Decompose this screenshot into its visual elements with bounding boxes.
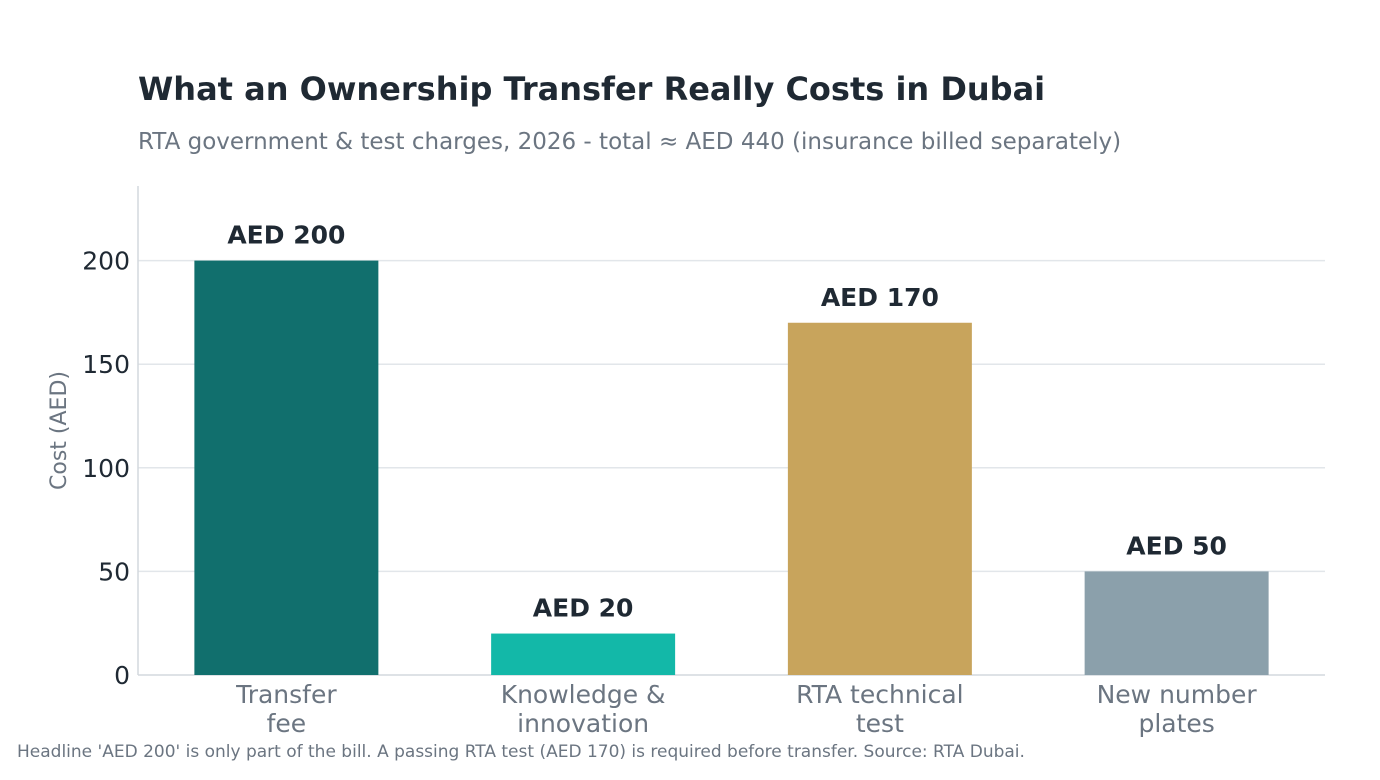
x-tick-label: Knowledge & innovation (501, 680, 666, 738)
x-tick-label-line: Transfer (235, 680, 337, 709)
y-tick-label: 150 (82, 350, 130, 379)
y-tick-label: 100 (82, 454, 130, 483)
data-label: AED 200 (227, 221, 345, 250)
tick-labels: 0 50 100 150 200 Transfer fee Knowledge & innova… (82, 247, 1257, 738)
y-tick-label: 50 (98, 557, 130, 586)
y-tick-label: 0 (114, 661, 130, 690)
chart-subtitle: RTA government & test charges, 2026 - to… (138, 129, 1122, 155)
bars (194, 260, 1269, 675)
x-tick-label: Transfer fee (235, 680, 337, 738)
x-tick-label-line: Knowledge & (501, 680, 666, 709)
x-tick-label-line: test (856, 709, 904, 738)
data-labels: AED 200 AED 20 AED 170 AED 50 (227, 221, 1227, 623)
y-axis-label: Cost (AED) (47, 371, 72, 490)
bar (194, 260, 379, 675)
bar (491, 633, 676, 675)
x-tick-label-line: innovation (517, 709, 649, 738)
data-label: AED 50 (1126, 531, 1227, 560)
bar (1084, 571, 1269, 675)
chart-title: What an Ownership Transfer Really Costs … (138, 70, 1046, 108)
y-tick-label: 200 (82, 247, 130, 276)
chart-footnote: Headline 'AED 200' is only part of the b… (17, 742, 1025, 762)
x-tick-label-line: plates (1138, 709, 1214, 738)
x-tick-label-line: fee (267, 709, 307, 738)
x-tick-label-line: New number (1097, 680, 1258, 709)
x-tick-label: RTA technical test (796, 680, 964, 738)
bar (787, 322, 972, 675)
x-tick-label-line: RTA technical (796, 680, 964, 709)
x-tick-label: New number plates (1097, 680, 1258, 738)
data-label: AED 170 (821, 283, 939, 312)
data-label: AED 20 (533, 594, 634, 623)
